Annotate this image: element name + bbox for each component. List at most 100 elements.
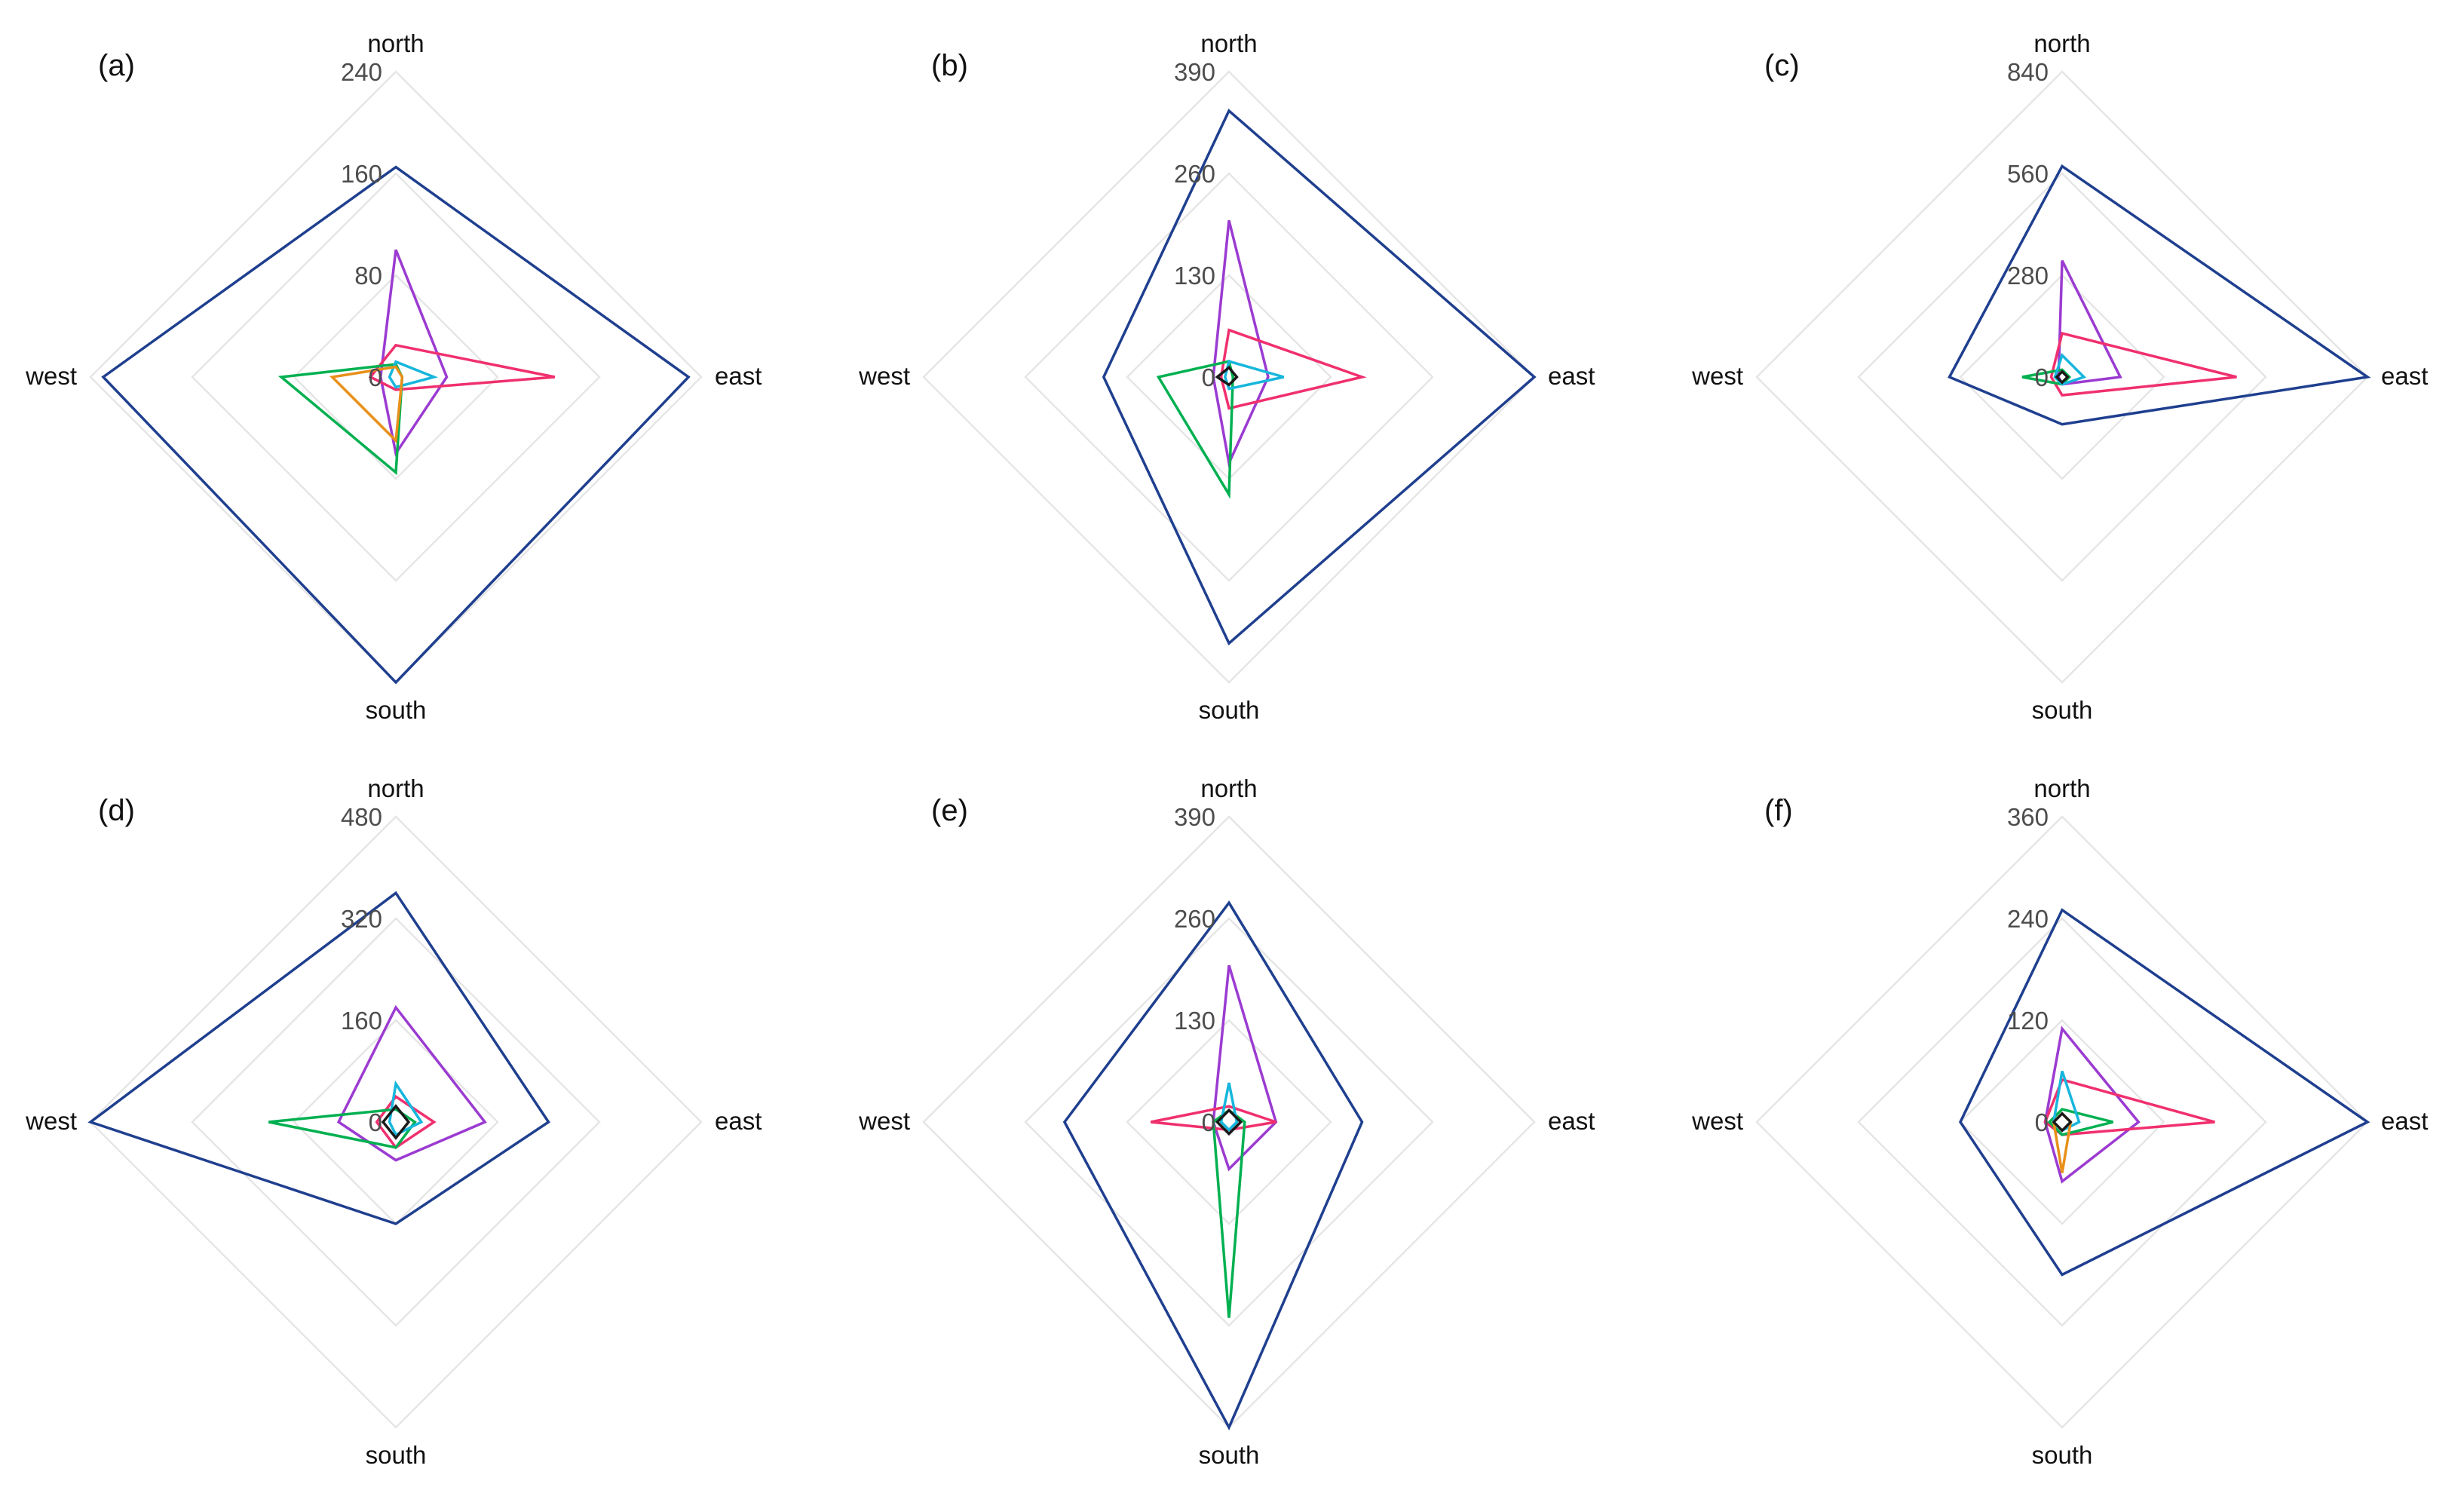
direction-label-south: south — [366, 696, 427, 724]
tick-label: 160 — [341, 1007, 382, 1035]
series-polygon — [101, 165, 691, 685]
direction-label-north: north — [1200, 29, 1257, 57]
series-polygon — [381, 1104, 411, 1140]
series-polygon — [1062, 900, 1364, 1430]
direction-label-east: east — [1548, 362, 1595, 390]
direction-label-north: north — [367, 29, 424, 57]
direction-label-south: south — [1199, 1441, 1260, 1469]
grid-ring — [191, 172, 601, 582]
tick-label: 240 — [2007, 905, 2049, 933]
series-polygon — [2043, 1026, 2141, 1184]
direction-label-west: west — [858, 362, 910, 390]
panel-label: (a) — [98, 49, 135, 82]
grid-ring — [922, 70, 1536, 684]
direction-label-north: north — [2033, 774, 2090, 802]
grid-ring — [1959, 274, 2165, 480]
series-polygon — [375, 1094, 437, 1150]
grid-ring — [1755, 815, 2369, 1429]
tick-label: 80 — [354, 262, 382, 290]
tick-label: 260 — [1174, 160, 1215, 188]
grid-ring — [191, 917, 601, 1327]
tick-label: 0 — [369, 1108, 382, 1136]
grid-ring — [922, 815, 1536, 1429]
direction-label-east: east — [2381, 362, 2428, 390]
series-polygon — [1219, 328, 1367, 410]
direction-label-south: south — [1199, 696, 1260, 724]
tick-label: 840 — [2007, 58, 2049, 86]
series-polygon — [1212, 964, 1278, 1172]
tick-label: 0 — [2035, 363, 2049, 391]
tick-label: 160 — [341, 160, 382, 188]
series-polygon — [1223, 360, 1285, 391]
grid-ring — [1959, 1019, 2165, 1225]
grid-ring — [1755, 70, 2369, 684]
direction-label-east: east — [715, 362, 762, 390]
series-polygon — [329, 365, 404, 444]
direction-label-south: south — [366, 1441, 427, 1469]
direction-label-south: south — [2032, 1441, 2093, 1469]
direction-label-east: east — [715, 1107, 762, 1135]
grid-ring — [89, 815, 703, 1429]
direction-label-north: north — [367, 774, 424, 802]
direction-label-north: north — [1200, 774, 1257, 802]
grid-ring — [1024, 172, 1434, 582]
grid-ring — [293, 1019, 499, 1225]
direction-label-west: west — [25, 362, 77, 390]
grid-ring — [89, 70, 703, 684]
series-polygon — [1958, 908, 2371, 1277]
direction-label-west: west — [1691, 362, 1743, 390]
tick-label: 260 — [1174, 905, 1215, 933]
series-polygon — [2049, 331, 2237, 397]
tick-label: 240 — [341, 58, 382, 86]
direction-label-west: west — [858, 1107, 910, 1135]
series-polygon — [1948, 164, 2371, 426]
series-polygon — [2052, 1111, 2073, 1133]
grid-ring — [1857, 917, 2267, 1327]
direction-label-south: south — [2032, 696, 2093, 724]
tick-label: 0 — [1202, 1108, 1215, 1136]
tick-label: 390 — [1174, 58, 1215, 86]
series-polygon — [87, 891, 550, 1225]
direction-label-east: east — [1548, 1107, 1595, 1135]
panel-label: (e) — [931, 794, 968, 827]
direction-label-west: west — [25, 1107, 77, 1135]
series-polygon — [1102, 109, 1537, 645]
tick-label: 0 — [369, 363, 382, 391]
tick-label: 120 — [2007, 1007, 2049, 1035]
tick-label: 480 — [341, 803, 382, 831]
series-polygon — [1212, 1108, 1246, 1318]
grid-ring — [1857, 172, 2267, 582]
series-polygon — [268, 1108, 417, 1149]
series-polygon — [2052, 1070, 2081, 1133]
series-polygon — [2055, 369, 2070, 385]
tick-label: 130 — [1174, 262, 1215, 290]
series-polygon — [2057, 259, 2122, 386]
series-polygon — [1215, 366, 1239, 387]
tick-label: 560 — [2007, 160, 2049, 188]
tick-label: 130 — [1174, 1007, 1215, 1035]
tick-label: 0 — [2035, 1108, 2049, 1136]
direction-label-east: east — [2381, 1107, 2428, 1135]
direction-label-north: north — [2033, 29, 2090, 57]
series-polygon — [277, 363, 404, 476]
panel-label: (f) — [1764, 794, 1793, 827]
tick-label: 0 — [1202, 363, 1215, 391]
series-polygon — [1219, 1082, 1239, 1132]
panel-label: (c) — [1764, 49, 1800, 82]
grid-ring — [293, 274, 499, 480]
panel-label: (d) — [98, 794, 135, 827]
tick-label: 360 — [2007, 803, 2049, 831]
direction-label-west: west — [1691, 1107, 1743, 1135]
grid-ring — [1024, 917, 1434, 1327]
series-polygon — [1215, 1108, 1243, 1136]
series-polygon — [336, 1004, 487, 1162]
tick-label: 320 — [341, 905, 382, 933]
series-polygon — [388, 360, 439, 389]
